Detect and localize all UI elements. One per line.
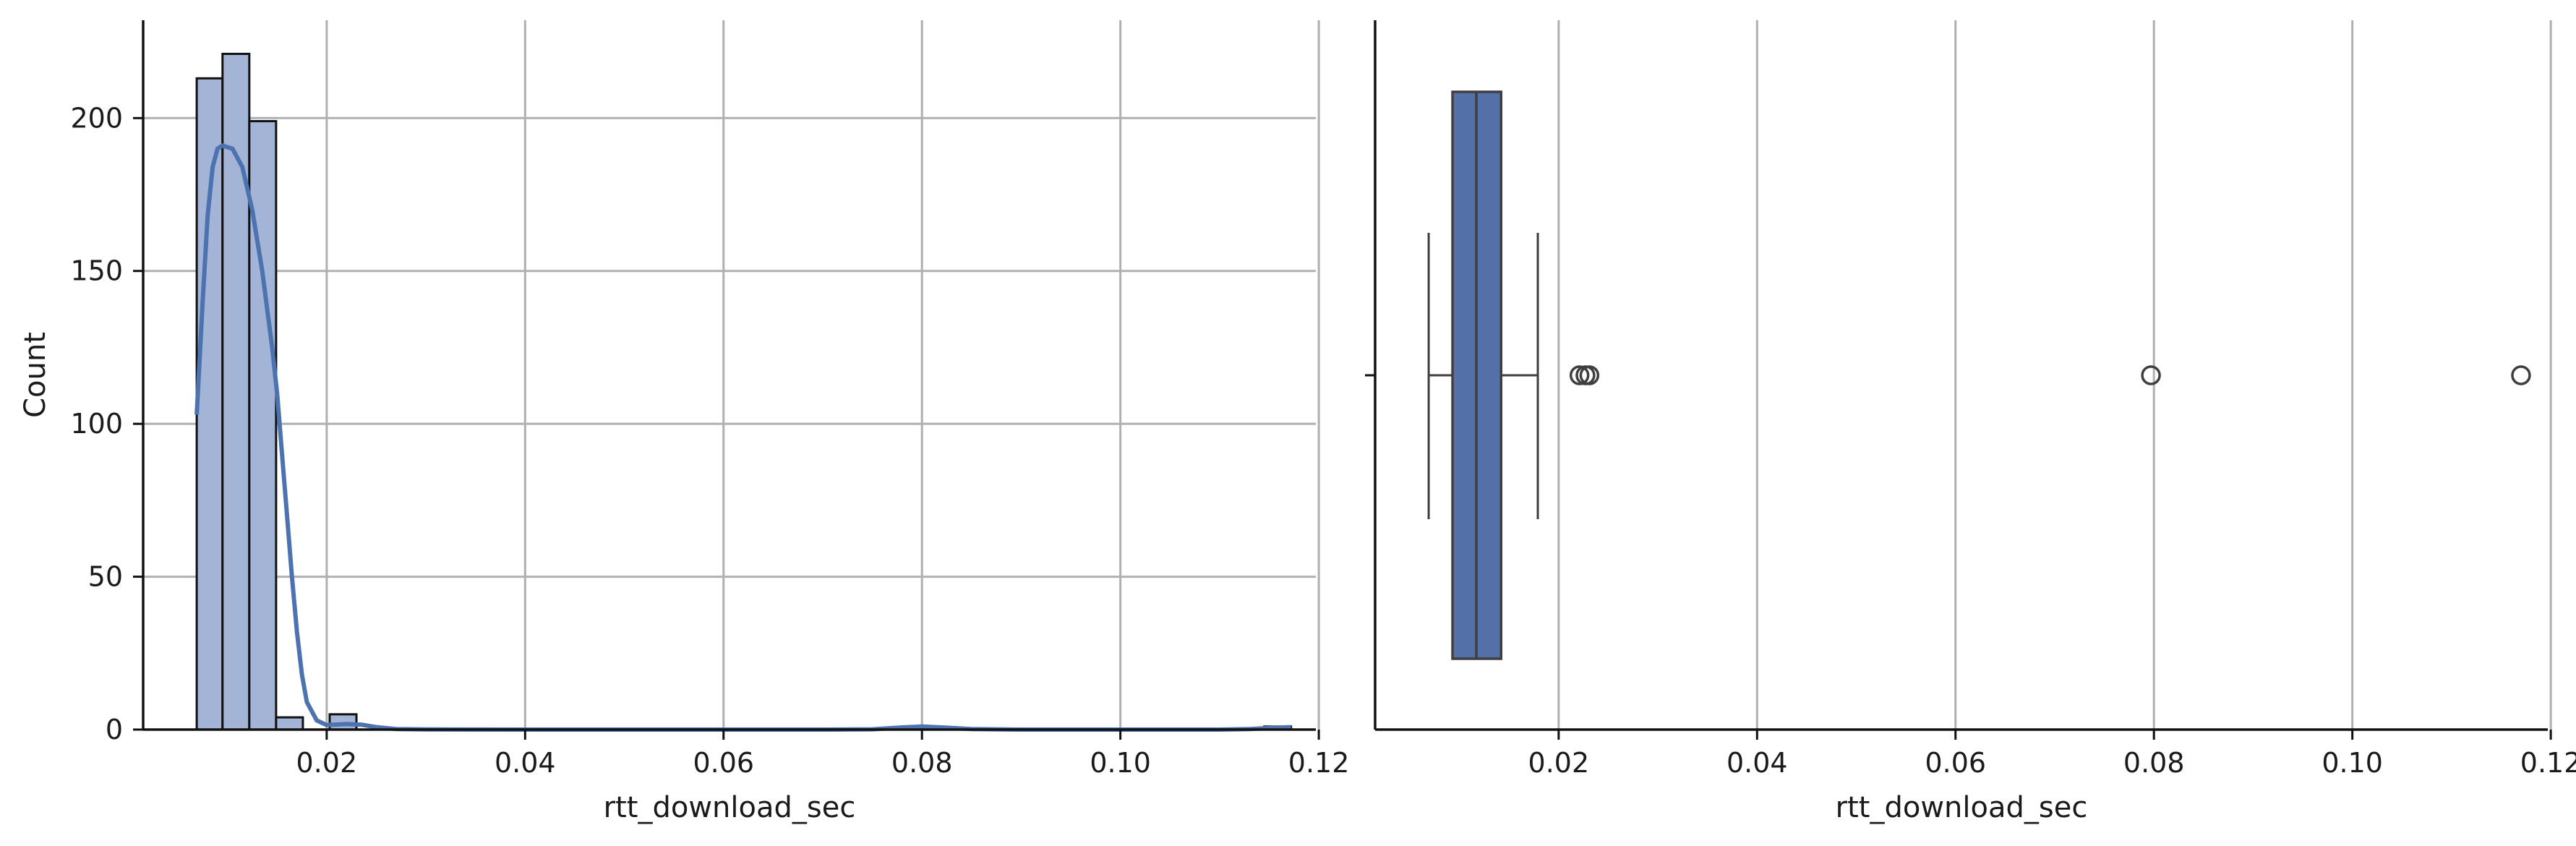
histogram-axes xyxy=(142,20,1316,731)
histogram-x-tick-label-4: 0.10 xyxy=(1090,747,1151,779)
boxplot-outlier-0 xyxy=(1569,365,1590,385)
histogram-x-ticks: 0.02 0.04 0.06 0.08 0.10 0.12 xyxy=(296,730,1350,779)
boxplot-x-tick-label-5: 0.12 xyxy=(2520,747,2576,779)
histogram-panel: 0.02 0.04 0.06 0.08 0.10 0.12 0 50 100 150 200 rt… xyxy=(19,20,1349,824)
kde-curve xyxy=(194,143,1291,732)
histogram-y-tick-label-0: 0 xyxy=(106,714,123,745)
histogram-x-tick-label-5: 0.12 xyxy=(1288,747,1350,779)
boxplot-outlier-2 xyxy=(1579,365,1600,385)
boxplot-x-tick-label-0: 0.02 xyxy=(1528,747,1590,779)
histogram-y-tick-label-2: 100 xyxy=(70,408,123,440)
boxplot-outlier-4 xyxy=(2511,365,2531,385)
histogram-grid xyxy=(143,20,1320,731)
boxplot-x-axis-label: rtt_download_sec xyxy=(1836,791,2088,824)
boxplot-marks xyxy=(1427,90,2531,660)
histogram-x-tick-label-3: 0.08 xyxy=(891,747,953,779)
boxplot-x-tick-label-3: 0.08 xyxy=(2123,747,2185,779)
histogram-bar-1 xyxy=(221,53,251,731)
histogram-y-tick-label-3: 150 xyxy=(70,255,123,287)
histogram-y-axis-label: Count xyxy=(19,332,52,418)
histogram-x-tick-label-1: 0.04 xyxy=(495,747,556,779)
boxplot-x-tick-label-1: 0.04 xyxy=(1726,747,1788,779)
histogram-x-axis-label: rtt_download_sec xyxy=(604,791,856,824)
boxplot-grid xyxy=(1557,20,2552,730)
boxplot-panel: 0.02 0.04 0.06 0.08 0.10 0.12 rtt_download_se… xyxy=(1365,20,2576,824)
boxplot-x-tick-label-2: 0.06 xyxy=(1925,747,1986,779)
histogram-x-tick-label-0: 0.02 xyxy=(296,747,358,779)
histogram-x-tick-label-2: 0.06 xyxy=(693,747,754,779)
boxplot-x-tick-label-4: 0.10 xyxy=(2322,747,2383,779)
histogram-y-tick-label-4: 200 xyxy=(70,102,123,134)
histogram-y-ticks: 0 50 100 150 200 xyxy=(70,102,143,745)
histogram-bar-4 xyxy=(328,713,358,731)
histogram-bars xyxy=(195,53,1293,731)
histogram-y-tick-label-1: 50 xyxy=(88,561,123,593)
boxplot-x-ticks: 0.02 0.04 0.06 0.08 0.10 0.12 xyxy=(1528,730,2576,779)
histogram-bar-3 xyxy=(275,716,304,731)
boxplot-outlier-3 xyxy=(2141,365,2161,385)
